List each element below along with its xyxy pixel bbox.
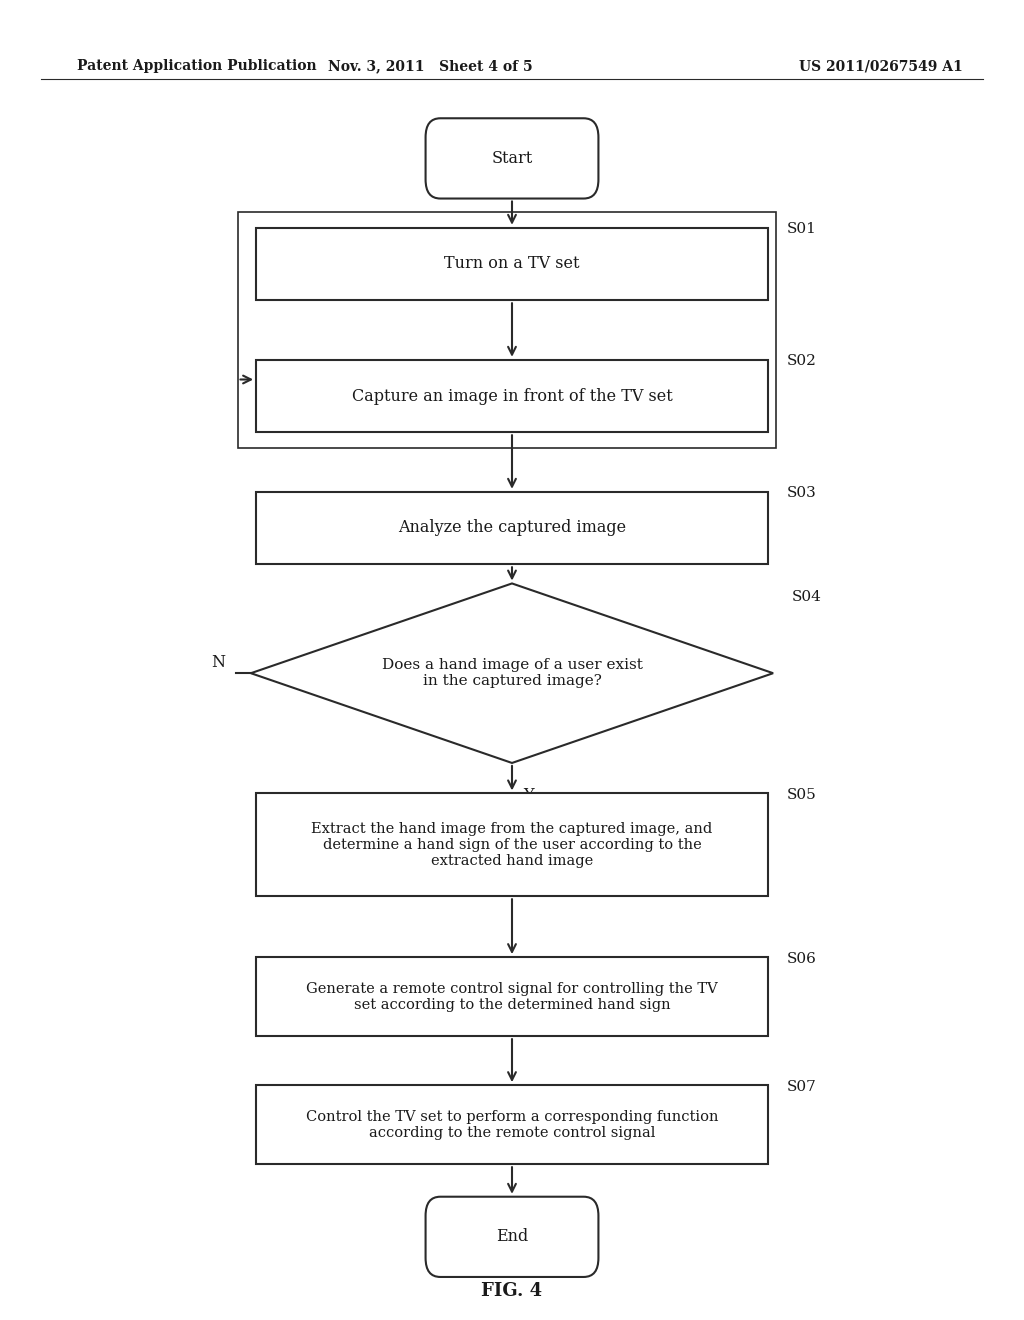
Bar — [256, 227, 768, 300]
Text: Patent Application Publication: Patent Application Publication — [77, 59, 316, 73]
Text: Capture an image in front of the TV set: Capture an image in front of the TV set — [351, 388, 673, 404]
Text: S06: S06 — [786, 952, 816, 966]
Text: Nov. 3, 2011   Sheet 4 of 5: Nov. 3, 2011 Sheet 4 of 5 — [328, 59, 532, 73]
Text: End: End — [496, 1229, 528, 1245]
Bar — [256, 491, 768, 565]
Text: Control the TV set to perform a corresponding function
according to the remote c: Control the TV set to perform a correspo… — [306, 1110, 718, 1139]
Text: S01: S01 — [786, 223, 816, 236]
Bar — [256, 793, 768, 896]
Text: N: N — [211, 655, 225, 671]
FancyBboxPatch shape — [426, 119, 598, 198]
Text: S04: S04 — [792, 590, 821, 605]
Text: Turn on a TV set: Turn on a TV set — [444, 256, 580, 272]
Text: S05: S05 — [786, 788, 816, 803]
Text: US 2011/0267549 A1: US 2011/0267549 A1 — [799, 59, 963, 73]
Text: S02: S02 — [786, 355, 816, 368]
Text: Y: Y — [523, 787, 534, 804]
Text: S07: S07 — [786, 1080, 816, 1094]
Text: Analyze the captured image: Analyze the captured image — [398, 520, 626, 536]
Text: S03: S03 — [786, 487, 816, 500]
Bar — [256, 1085, 768, 1164]
Bar — [256, 360, 768, 433]
Text: Generate a remote control signal for controlling the TV
set according to the det: Generate a remote control signal for con… — [306, 982, 718, 1011]
Polygon shape — [251, 583, 773, 763]
Text: Start: Start — [492, 150, 532, 166]
Bar — [256, 957, 768, 1036]
Bar — [238, 211, 776, 449]
Text: Does a hand image of a user exist
in the captured image?: Does a hand image of a user exist in the… — [382, 659, 642, 688]
FancyBboxPatch shape — [426, 1197, 598, 1276]
Text: Extract the hand image from the captured image, and
determine a hand sign of the: Extract the hand image from the captured… — [311, 821, 713, 869]
Text: FIG. 4: FIG. 4 — [481, 1282, 543, 1300]
